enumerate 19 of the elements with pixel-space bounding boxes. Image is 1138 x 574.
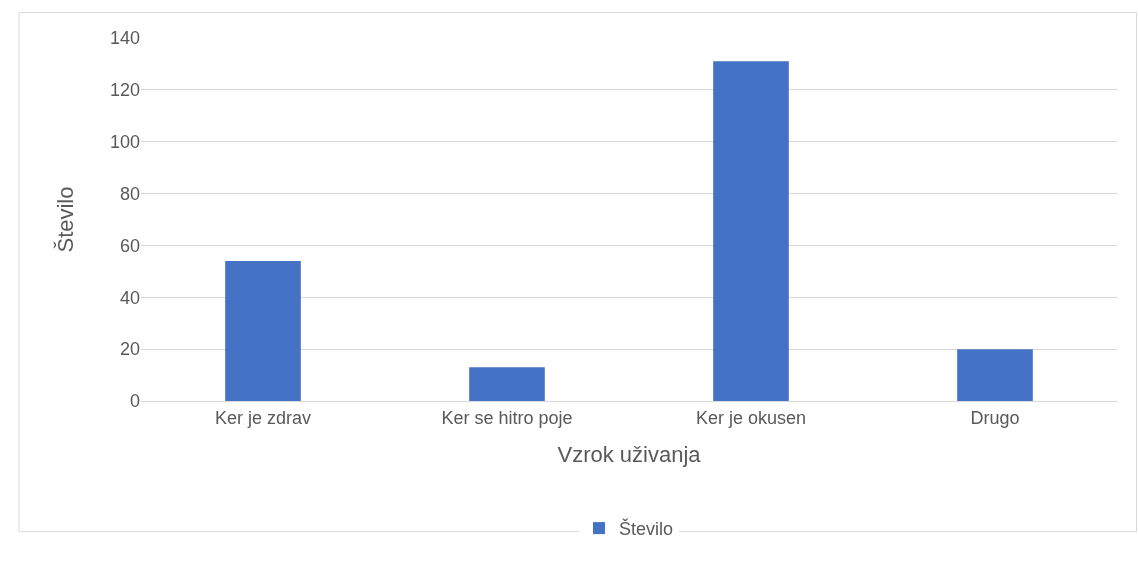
x-tick-label: Drugo [970,407,1020,428]
y-tick-label: 140 [109,28,140,49]
x-tick-label: Ker je zdrav [214,407,312,428]
bar [225,260,301,401]
y-tick-label: 60 [119,235,140,256]
y-tick-label: 100 [109,132,140,153]
y-tick-label: 120 [109,80,140,101]
y-tick-label: 0 [129,391,140,412]
y-tick-label: 80 [119,183,140,204]
bar [469,367,545,401]
x-axis-title: Vzrok uživanja [557,442,702,468]
y-tick-label: 20 [119,339,140,360]
legend-label: Število [619,518,674,540]
bar [957,349,1033,401]
y-axis-title: Število [52,186,78,253]
y-tick-label: 40 [119,287,140,308]
x-tick-label: Ker je okusen [695,407,807,428]
bar [713,61,789,401]
x-tick-label: Ker se hitro poje [441,407,573,428]
